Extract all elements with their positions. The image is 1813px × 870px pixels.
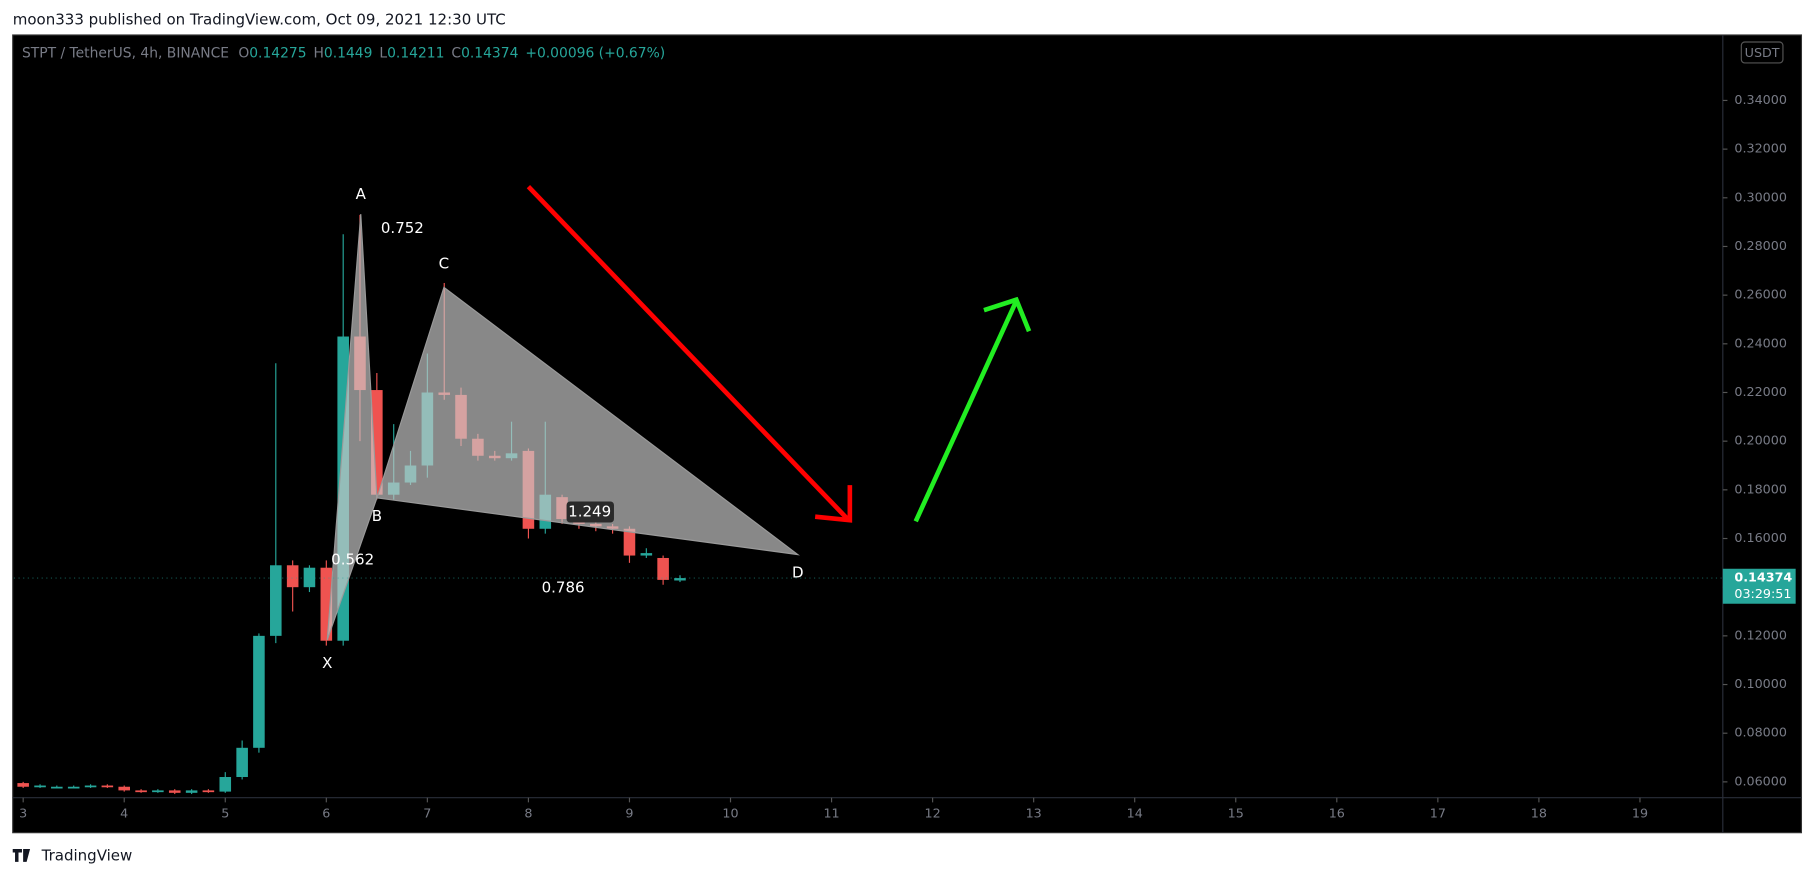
pattern-point-label: D xyxy=(792,564,804,582)
ohlc-value: 0.14211 xyxy=(387,46,444,62)
pattern-ratio: 0.752 xyxy=(381,219,424,237)
candle-body xyxy=(168,790,181,793)
pattern-ratio: 1.249 xyxy=(568,502,611,520)
plot: X A B C D 0.752 0.562 1.249 0.786 xyxy=(17,185,804,795)
candle-body xyxy=(135,790,147,793)
change: +0.00096 (+0.67%) xyxy=(525,46,665,62)
x-tick-label: 16 xyxy=(1329,806,1345,821)
y-tick-label: 0.30000 xyxy=(1734,190,1787,205)
x-tick-label: 18 xyxy=(1531,806,1547,821)
ratio-box xyxy=(566,501,614,523)
pattern-point-label: A xyxy=(356,185,367,203)
ohlc-label: H xyxy=(314,46,324,62)
y-tick-label: 0.08000 xyxy=(1734,726,1787,741)
y-tick-label: 0.06000 xyxy=(1734,774,1787,789)
ohlc-value: 0.14275 xyxy=(249,46,306,62)
down-arrow xyxy=(526,184,850,521)
candle-body xyxy=(286,565,299,588)
y-tick-label: 0.18000 xyxy=(1734,482,1787,497)
candle-body xyxy=(202,790,215,793)
candle-body xyxy=(640,553,653,556)
price-tag xyxy=(1722,568,1796,604)
price-tag-countdown: 03:29:51 xyxy=(1734,587,1791,602)
up-arrow xyxy=(913,299,1019,523)
candle-body xyxy=(657,557,669,580)
candle-body xyxy=(51,786,63,789)
y-tick-label: 0.34000 xyxy=(1734,93,1787,108)
y-tick-label: 0.24000 xyxy=(1734,336,1787,351)
candle-body xyxy=(17,783,29,787)
x-tick-label: 6 xyxy=(322,806,330,821)
up-arrow-head xyxy=(983,296,1032,333)
ohlc-value: 0.1449 xyxy=(324,46,373,62)
x-tick-label: 17 xyxy=(1430,806,1446,821)
symbol: STPT / TetherUS, 4h, BINANCE xyxy=(22,46,229,62)
x-tick-label: 9 xyxy=(625,806,633,821)
candle-body xyxy=(84,785,97,788)
candle-body xyxy=(118,786,131,791)
candle-body xyxy=(674,578,686,581)
candle-body xyxy=(320,567,333,641)
ohlc-label: O xyxy=(238,46,249,62)
legend: STPT / TetherUS, 4h, BINANCE O0.14275 H0.1… xyxy=(22,46,665,62)
candle-body xyxy=(253,635,265,748)
candle-body xyxy=(623,528,636,556)
x-tick-label: 13 xyxy=(1026,806,1042,821)
pattern-ratio: 0.786 xyxy=(542,578,585,596)
candle-body xyxy=(101,785,114,788)
x-tick-label: 11 xyxy=(823,806,839,821)
candle-body xyxy=(67,786,80,789)
y-tick-label: 0.10000 xyxy=(1734,677,1787,692)
x-tick-label: 8 xyxy=(524,806,532,821)
candle-body xyxy=(34,785,46,788)
pattern-point-label: X xyxy=(322,654,332,672)
x-tick-label: 14 xyxy=(1127,806,1143,821)
y-tick-label: 0.12000 xyxy=(1734,628,1787,643)
pattern-triangle xyxy=(326,214,378,641)
currency-box xyxy=(1740,41,1784,64)
logo xyxy=(12,849,31,862)
chart-area xyxy=(12,34,1803,834)
x-tick-label: 12 xyxy=(925,806,941,821)
pattern-point-label: B xyxy=(372,507,382,525)
x-tick-label: 19 xyxy=(1632,806,1648,821)
legend-text: STPT / TetherUS, 4h, BINANCE O0.14275 H0.1… xyxy=(22,46,665,62)
y-tick-label: 0.32000 xyxy=(1734,142,1787,157)
x-tick-label: 10 xyxy=(722,806,738,821)
candle-body xyxy=(303,567,316,588)
down-arrow-head xyxy=(814,485,853,523)
x-tick-label: 5 xyxy=(221,806,229,821)
publish-info: moon333 published on TradingView.com, Oc… xyxy=(13,10,506,28)
y-tick-label: 0.16000 xyxy=(1734,531,1787,546)
candle-body xyxy=(236,747,248,778)
ohlc-label: L xyxy=(379,46,387,62)
price-tag-value: 0.14374 xyxy=(1734,571,1792,586)
y-tick-label: 0.22000 xyxy=(1734,385,1787,400)
y-tick-label: 0.28000 xyxy=(1734,239,1787,254)
pattern-ratio: 0.562 xyxy=(331,550,374,568)
x-tick-label: 4 xyxy=(120,806,128,821)
ohlc-label: C xyxy=(451,46,461,62)
x-tick-label: 15 xyxy=(1228,806,1244,821)
candle-body xyxy=(185,790,198,793)
pattern-triangle xyxy=(376,286,800,556)
currency: USDT xyxy=(1745,46,1780,61)
y-tick-label: 0.20000 xyxy=(1734,434,1787,449)
brand: TradingView xyxy=(41,846,133,864)
candle-body xyxy=(270,565,282,636)
candle-body xyxy=(371,390,383,495)
pattern-point-label: C xyxy=(439,254,449,272)
candle-body xyxy=(152,790,164,793)
x-tick-label: 7 xyxy=(423,806,431,821)
y-tick-label: 0.26000 xyxy=(1734,288,1787,303)
x-tick-label: 3 xyxy=(19,806,27,821)
ohlc-value: 0.14374 xyxy=(461,46,518,62)
candle-body xyxy=(219,777,232,792)
